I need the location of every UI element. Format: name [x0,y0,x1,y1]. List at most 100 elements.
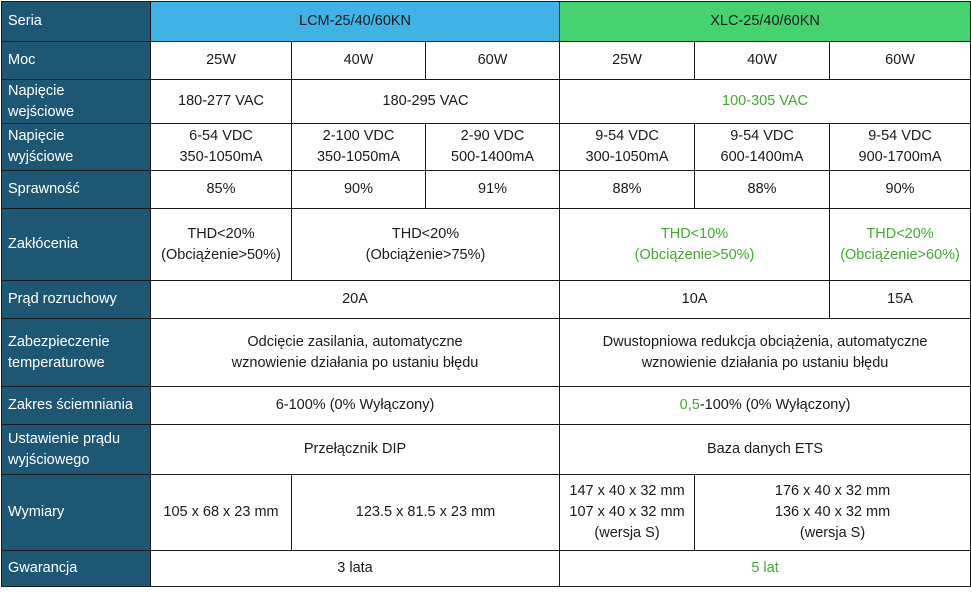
series-lcm: LCM-25/40/60KN [149,1,561,42]
gwarancja-lcm: 3 lata [149,550,561,587]
napiecie-wyj-lcm-60: 2-90 VDC 500-1400mA [424,123,561,171]
napiecie-wej-lcm-40-60: 180-295 VAC [290,79,561,124]
zaklocenia-lcm-25: THD<20% (Obciążenie>50%) [150,208,292,281]
napiecie-wyj-lcm-40: 2-100 VDC 350-1050mA [291,123,426,171]
zaklocenia-xlc-25-40: THD<10% (Obciążenie>50%) [559,208,831,281]
moc-lcm-25: 25W [150,41,292,80]
label-line-2: wyjściowego [8,451,90,468]
label-line-2: temperaturowe [8,354,105,371]
sprawnosc-lcm-60: 91% [424,170,561,209]
dimension-note: (wersja S) [799,525,866,541]
row-label-wymiary: Wymiary [1,474,151,551]
wymiary-lcm-25: 105 x 68 x 23 mm [150,474,292,551]
zabezpieczenie-lcm: Odcięcie zasilania, automatyczne wznowie… [149,318,561,387]
row-sprawnosc: Sprawność 85% 90% 91% 88% 88% 90% [1,170,971,209]
sprawnosc-lcm-25: 85% [150,170,292,209]
series-xlc: XLC-25/40/60KN [559,1,971,42]
wymiary-xlc-40-60: 176 x 40 x 32 mm 136 x 40 x 32 mm (wersj… [694,474,971,551]
row-label-ustawienie: Ustawienie prądu wyjściowego [1,424,151,475]
moc-lcm-60: 60W [424,41,561,80]
napiecie-wyj-xlc-25: 9-54 VDC 300-1050mA [559,123,696,171]
voltage-range: 2-100 VDC [322,128,395,144]
label-line-1: Ustawienie prądu [8,430,121,447]
sciemnianie-lcm: 6-100% (0% Wyłączony) [149,386,561,425]
row-label-sciemnianie: Zakres ściemniania [1,386,151,425]
load-condition: (Obciążenie>60%) [840,246,960,263]
label-line-1: Zabezpieczenie [8,333,110,350]
prad-rozruchowy-lcm: 20A [149,280,561,319]
row-label-zaklocenia: Zakłócenia [1,208,151,281]
napiecie-wej-xlc: 100-305 VAC [559,79,971,124]
dimension-line-2: 136 x 40 x 32 mm [774,504,891,520]
label-line-2: wyjściowe [8,149,74,165]
row-label-zabezpieczenie: Zabezpieczenie temperaturowe [1,318,151,387]
protection-line-1: Dwustopniowa redukcja obciążenia, automa… [602,333,928,350]
wymiary-lcm-40-60: 123.5 x 81.5 x 23 mm [290,474,561,551]
moc-xlc-40: 40W [694,41,831,80]
row-wymiary: Wymiary 105 x 68 x 23 mm 123.5 x 81.5 x … [1,474,971,551]
dimension-line-2: 107 x 40 x 32 mm [569,504,685,520]
load-condition: (Obciążenie>50%) [161,246,281,263]
row-seria: Seria LCM-25/40/60KN XLC-25/40/60KN [1,1,971,42]
prad-rozruchowy-xlc-25-40: 10A [559,280,831,319]
protection-line-2: wznowienie działania po ustaniu błędu [641,354,889,371]
moc-xlc-60: 60W [829,41,971,80]
current-range: 600-1400mA [720,149,804,165]
current-range: 350-1050mA [179,149,263,165]
label-line-1: Napięcie [8,82,65,99]
row-ustawienie: Ustawienie prądu wyjściowego Przełącznik… [1,424,971,475]
current-range: 300-1050mA [585,149,669,165]
sprawnosc-xlc-40: 88% [694,170,831,209]
napiecie-wyj-xlc-60: 9-54 VDC 900-1700mA [829,123,971,171]
dimension-line-1: 147 x 40 x 32 mm [569,483,685,499]
sprawnosc-lcm-40: 90% [291,170,426,209]
row-label-seria: Seria [1,1,151,42]
ustawienie-lcm: Przełącznik DIP [149,424,561,475]
row-moc: Moc 25W 40W 60W 25W 40W 60W [1,41,971,80]
sciemnianie-xlc: 0,5-100% (0% Wyłączony) [559,386,971,425]
row-sciemnianie: Zakres ściemniania 6-100% (0% Wyłączony)… [1,386,971,425]
gwarancja-xlc: 5 lat [559,550,971,587]
row-label-sprawnosc: Sprawność [1,170,151,209]
prad-rozruchowy-xlc-60: 15A [829,280,971,319]
dimension-line-1: 176 x 40 x 32 mm [774,483,891,499]
load-condition: (Obciążenie>50%) [634,246,755,263]
voltage-range: 6-54 VDC [189,128,253,144]
voltage-range: 9-54 VDC [595,128,659,144]
napiecie-wej-lcm-25: 180-277 VAC [150,79,292,124]
thd-value: THD<20% [866,225,934,242]
dimming-min-highlight: 0,5 [679,397,700,413]
row-label-gwarancja: Gwarancja [1,550,151,587]
row-napiecie-wyjsciowe: Napięcie wyjściowe 6-54 VDC 350-1050mA 2… [1,123,971,171]
protection-line-1: Odcięcie zasilania, automatyczne [247,333,463,350]
label-line-2: wejściowe [8,103,75,120]
voltage-range: 2-90 VDC [460,128,525,144]
row-label-prad-rozruchowy: Prąd rozruchowy [1,280,151,319]
moc-xlc-25: 25W [559,41,696,80]
wymiary-xlc-25: 147 x 40 x 32 mm 107 x 40 x 32 mm (wersj… [559,474,696,551]
row-label-moc: Moc [1,41,151,80]
thd-value: THD<20% [391,225,460,242]
row-label-napiecie-wyjsciowe: Napięcie wyjściowe [1,123,151,171]
label-line-1: Napięcie [8,128,65,144]
current-range: 350-1050mA [316,149,401,165]
current-range: 900-1700mA [858,149,942,165]
voltage-range: 9-54 VDC [730,128,794,144]
sprawnosc-xlc-25: 88% [559,170,696,209]
dimension-note: (wersja S) [594,525,660,541]
napiecie-wyj-lcm-25: 6-54 VDC 350-1050mA [150,123,292,171]
thd-value: THD<20% [187,225,255,242]
load-condition: (Obciążenie>75%) [365,246,486,263]
zaklocenia-lcm-40-60: THD<20% (Obciążenie>75%) [290,208,561,281]
zaklocenia-xlc-60: THD<20% (Obciążenie>60%) [829,208,971,281]
row-prad-rozruchowy: Prąd rozruchowy 20A 10A 15A [1,280,971,319]
zabezpieczenie-xlc: Dwustopniowa redukcja obciążenia, automa… [559,318,971,387]
row-gwarancja: Gwarancja 3 lata 5 lat [1,550,971,587]
moc-lcm-40: 40W [291,41,426,80]
dimming-range-rest: -100% (0% Wyłączony) [699,397,851,413]
voltage-range: 9-54 VDC [868,128,932,144]
protection-line-2: wznowienie działania po ustaniu błędu [231,354,479,371]
row-zabezpieczenie: Zabezpieczenie temperaturowe Odcięcie za… [1,318,971,387]
current-range: 500-1400mA [451,149,535,165]
